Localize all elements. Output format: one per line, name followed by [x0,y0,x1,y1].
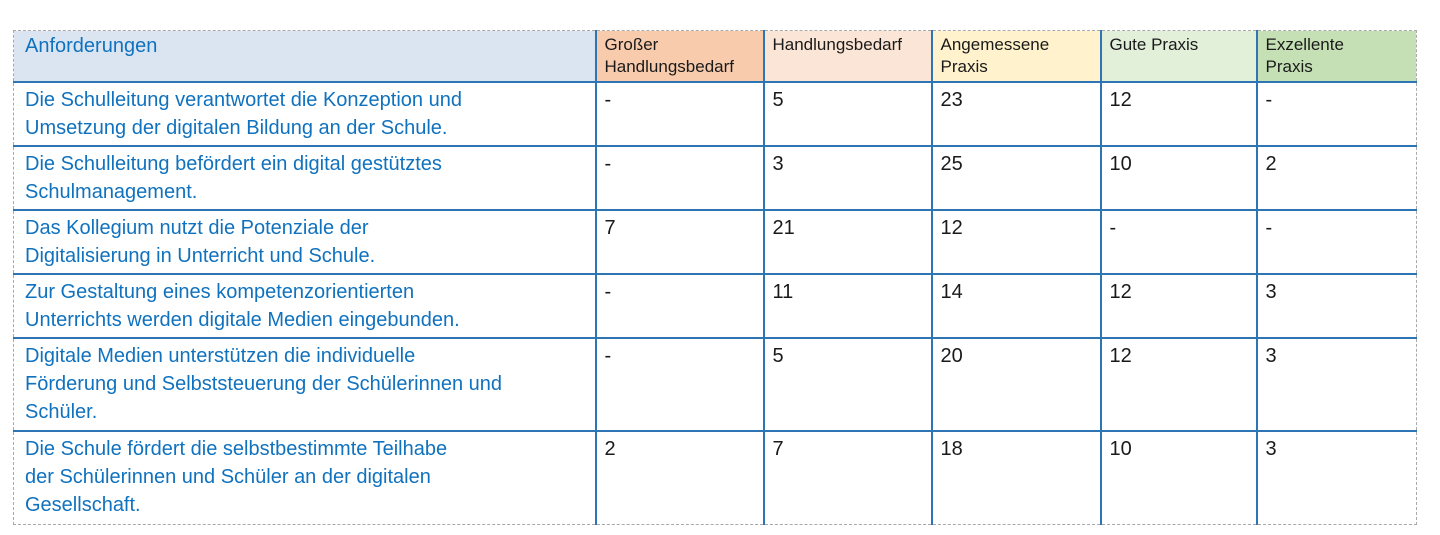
value-cell: - [594,273,765,339]
value-cell: - [594,145,765,211]
value-cell: 20 [930,337,1102,432]
value-cell: 21 [762,209,933,275]
value-cell: 5 [762,337,933,432]
table-row: Die Schulleitung verantwortet die Konzep… [13,81,1417,147]
requirement-cell: Digitale Medien unterstützen die individ… [13,337,597,432]
value-cell: 14 [930,273,1102,339]
column-header-gute-praxis: Gute Praxis [1099,30,1258,83]
header-row: Anforderungen Großer Handlungsbedarf Handl… [13,30,1417,83]
value-cell: 12 [1099,81,1258,147]
value-cell: 10 [1099,145,1258,211]
value-cell: 18 [930,430,1102,525]
value-cell: 11 [762,273,933,339]
value-cell: - [1255,81,1417,147]
table-header: Anforderungen Großer Handlungsbedarf Handl… [13,30,1417,83]
table-row: Zur Gestaltung eines kompetenzorientiert… [13,273,1417,339]
column-header-angemessene-praxis: Angemessene Praxis [930,30,1102,83]
assessment-table: Anforderungen Großer Handlungsbedarf Handl… [13,30,1417,525]
value-cell: - [594,81,765,147]
table-row: Das Kollegium nutzt die Potenziale der Di… [13,209,1417,275]
value-cell: 2 [1255,145,1417,211]
column-header-handlungsbedarf: Handlungsbedarf [762,30,933,83]
value-cell: 10 [1099,430,1258,525]
value-cell: 12 [1099,337,1258,432]
requirement-cell: Die Schulleitung befördert ein digital g… [13,145,597,211]
value-cell: 3 [1255,273,1417,339]
value-cell: 12 [930,209,1102,275]
requirement-cell: Das Kollegium nutzt die Potenziale der Di… [13,209,597,275]
requirement-cell: Die Schule fördert die selbstbestimmte T… [13,430,597,525]
column-header-anforderungen: Anforderungen [13,30,597,83]
column-header-exzellente-praxis: Exzellente Praxis [1255,30,1417,83]
requirement-cell: Zur Gestaltung eines kompetenzorientiert… [13,273,597,339]
requirement-cell: Die Schulleitung verantwortet die Konzep… [13,81,597,147]
value-cell: - [1255,209,1417,275]
table-row: Die Schulleitung befördert ein digital g… [13,145,1417,211]
value-cell: 12 [1099,273,1258,339]
column-header-grosser-handlungsbedarf: Großer Handlungsbedarf [594,30,765,83]
value-cell: 3 [1255,430,1417,525]
table-body: Die Schulleitung verantwortet die Konzep… [13,81,1417,525]
value-cell: - [1099,209,1258,275]
table-row: Digitale Medien unterstützen die individ… [13,337,1417,432]
value-cell: - [594,337,765,432]
value-cell: 3 [1255,337,1417,432]
value-cell: 25 [930,145,1102,211]
value-cell: 7 [762,430,933,525]
value-cell: 7 [594,209,765,275]
value-cell: 5 [762,81,933,147]
value-cell: 3 [762,145,933,211]
value-cell: 2 [594,430,765,525]
value-cell: 23 [930,81,1102,147]
table-row: Die Schule fördert die selbstbestimmte T… [13,430,1417,525]
